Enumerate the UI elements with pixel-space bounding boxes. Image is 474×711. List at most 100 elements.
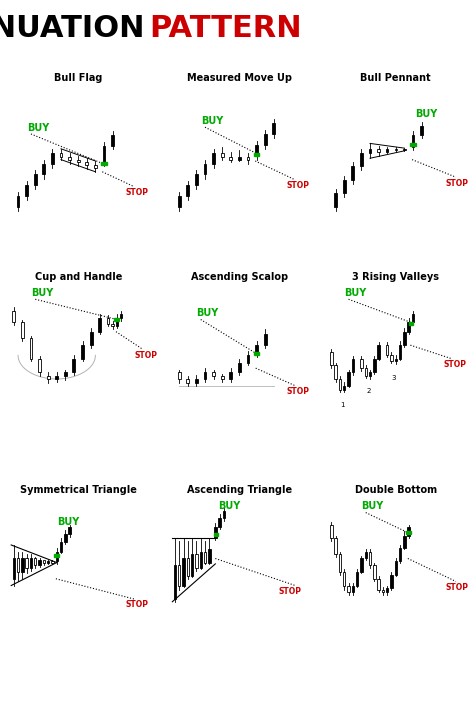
Bar xyxy=(390,574,392,588)
Bar xyxy=(54,554,59,557)
Bar xyxy=(369,373,371,376)
Bar xyxy=(182,559,185,586)
Bar xyxy=(382,589,384,592)
Text: BUY: BUY xyxy=(201,116,223,126)
Text: Measured Move Up: Measured Move Up xyxy=(187,73,292,82)
Bar xyxy=(408,528,410,535)
Bar xyxy=(365,552,367,559)
Bar xyxy=(90,331,92,346)
Bar xyxy=(408,322,410,331)
Bar xyxy=(101,162,107,165)
Bar xyxy=(34,559,36,565)
Bar xyxy=(43,164,45,174)
Bar xyxy=(343,180,346,193)
Bar xyxy=(60,542,62,552)
Text: 2: 2 xyxy=(366,388,371,395)
Bar xyxy=(386,588,388,592)
Bar xyxy=(26,559,28,568)
Bar xyxy=(25,186,28,196)
Bar xyxy=(34,174,36,186)
Text: PATTERN: PATTERN xyxy=(149,14,302,43)
Bar xyxy=(406,531,411,534)
Bar xyxy=(21,322,24,338)
Bar xyxy=(214,533,219,535)
Bar xyxy=(13,559,15,579)
Text: STOP: STOP xyxy=(134,351,157,360)
Bar xyxy=(200,552,202,568)
Bar xyxy=(334,193,337,207)
Bar xyxy=(204,373,206,379)
Bar xyxy=(212,373,215,376)
Bar xyxy=(81,345,84,358)
Bar xyxy=(386,345,388,355)
Bar xyxy=(246,355,249,363)
Bar xyxy=(403,331,406,346)
Bar xyxy=(186,379,189,383)
Bar xyxy=(214,528,217,538)
Bar xyxy=(330,525,333,538)
Bar xyxy=(98,319,101,331)
Text: BUY: BUY xyxy=(415,109,437,119)
Bar xyxy=(55,552,58,561)
Bar xyxy=(68,528,71,534)
Bar xyxy=(223,511,225,518)
Bar xyxy=(412,314,414,322)
Bar xyxy=(255,145,258,156)
Bar xyxy=(64,373,67,376)
Bar xyxy=(51,153,54,164)
Bar xyxy=(219,518,221,528)
Bar xyxy=(221,153,224,157)
Bar xyxy=(120,314,122,319)
Bar xyxy=(377,345,380,358)
Bar xyxy=(195,379,198,383)
Bar xyxy=(111,324,114,326)
Bar xyxy=(377,149,380,151)
Bar xyxy=(195,555,198,568)
Bar xyxy=(343,572,346,586)
Bar xyxy=(351,166,354,180)
Bar xyxy=(212,153,215,164)
Bar xyxy=(369,149,371,153)
Bar xyxy=(17,196,19,207)
Bar xyxy=(386,149,389,151)
Bar xyxy=(38,560,41,565)
Text: BUY: BUY xyxy=(27,122,49,132)
Bar xyxy=(254,153,259,156)
Bar xyxy=(107,319,109,324)
Bar xyxy=(254,352,259,355)
Text: BUY: BUY xyxy=(196,308,219,319)
Bar xyxy=(394,149,397,150)
Text: STOP: STOP xyxy=(287,181,310,191)
Bar xyxy=(411,135,414,147)
Text: CONTINUATION: CONTINUATION xyxy=(0,14,145,43)
Bar xyxy=(38,358,41,373)
Text: STOP: STOP xyxy=(126,600,148,609)
Bar xyxy=(264,334,266,346)
Bar xyxy=(68,157,71,160)
Bar xyxy=(60,153,63,157)
Bar xyxy=(238,157,241,160)
Bar xyxy=(64,534,66,542)
Text: Cup and Handle: Cup and Handle xyxy=(35,272,122,282)
Text: BUY: BUY xyxy=(31,288,53,298)
Bar xyxy=(360,358,363,368)
Text: 1: 1 xyxy=(340,402,345,408)
Bar xyxy=(21,559,24,572)
Text: Ascending Scalop: Ascending Scalop xyxy=(191,272,288,282)
Bar xyxy=(229,157,232,160)
Bar xyxy=(246,157,249,160)
Bar xyxy=(339,555,341,572)
Bar xyxy=(352,358,354,373)
Bar xyxy=(94,165,97,168)
Bar xyxy=(409,322,413,325)
Bar xyxy=(204,164,206,174)
Bar xyxy=(17,559,19,572)
Bar xyxy=(356,572,358,586)
Bar xyxy=(85,162,88,165)
Bar xyxy=(114,318,119,321)
Bar xyxy=(347,373,350,385)
Bar xyxy=(335,365,337,379)
Text: BUY: BUY xyxy=(361,501,383,511)
Bar xyxy=(394,358,397,361)
Bar xyxy=(377,579,380,589)
